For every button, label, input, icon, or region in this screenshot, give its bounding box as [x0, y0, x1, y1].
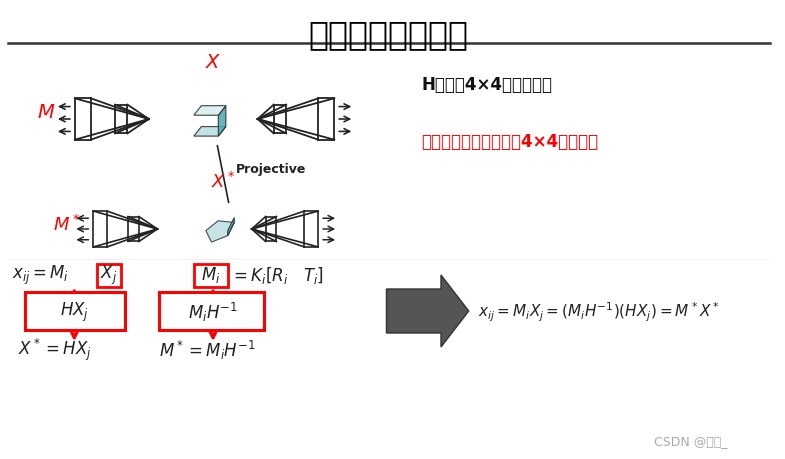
Polygon shape [228, 218, 234, 236]
Bar [274, 106, 287, 134]
Text: $M_i$: $M_i$ [201, 264, 221, 285]
Text: $M$: $M$ [38, 102, 56, 121]
Bar [75, 99, 91, 140]
Bar [265, 217, 276, 242]
Text: $X$: $X$ [205, 53, 221, 72]
Text: $X^* = HX_j$: $X^* = HX_j$ [18, 336, 92, 362]
Bar [318, 99, 334, 140]
FancyBboxPatch shape [194, 264, 228, 287]
Text: H为任意4×4的可逆矩阵: H为任意4×4的可逆矩阵 [422, 76, 552, 94]
Text: Projective: Projective [236, 163, 306, 176]
Text: $HX_j$: $HX_j$ [60, 300, 89, 323]
Text: $= K_i[R_i \quad T_i]$: $= K_i[R_i \quad T_i]$ [230, 264, 324, 285]
Text: $x_{ij} = M_i$: $x_{ij} = M_i$ [12, 263, 69, 286]
Bar [115, 106, 127, 134]
Polygon shape [194, 127, 226, 137]
FancyBboxPatch shape [159, 292, 264, 330]
Text: $x_{ij} = M_iX_j = (M_iH^{-1})(HX_j) = M^* X^*$: $x_{ij} = M_iX_j = (M_iH^{-1})(HX_j) = M… [477, 300, 720, 323]
Polygon shape [386, 275, 469, 347]
Bar [128, 217, 139, 242]
Text: 结论：歧义由任意可逆4×4变换表示: 结论：歧义由任意可逆4×4变换表示 [422, 133, 598, 151]
Polygon shape [218, 106, 226, 137]
FancyBboxPatch shape [25, 292, 125, 330]
Text: $M_iH^{-1}$: $M_iH^{-1}$ [188, 300, 238, 323]
Bar [305, 212, 318, 247]
Text: 透视结构恢复歧义: 透视结构恢复歧义 [309, 18, 469, 51]
Text: $M^* = M_iH^{-1}$: $M^* = M_iH^{-1}$ [159, 338, 255, 361]
Text: CSDN @简生_: CSDN @简生_ [654, 434, 728, 447]
Bar [93, 212, 108, 247]
Polygon shape [194, 106, 226, 116]
Text: $X^*$: $X^*$ [210, 172, 236, 191]
Polygon shape [206, 221, 234, 243]
Text: $M^*$: $M^*$ [53, 214, 80, 235]
Text: $X_j$: $X_j$ [100, 263, 118, 286]
FancyBboxPatch shape [97, 264, 122, 287]
